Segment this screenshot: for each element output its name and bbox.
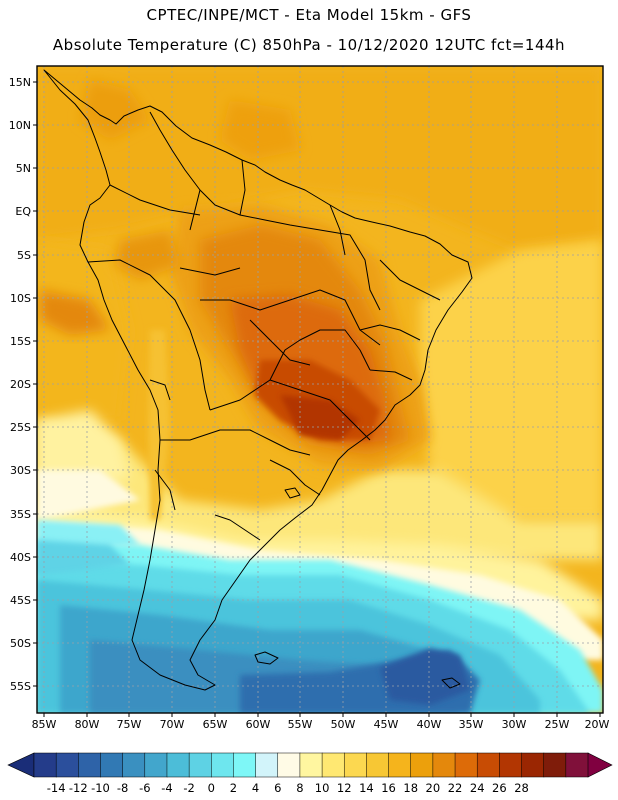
colorbar-label: 8 bbox=[296, 781, 303, 795]
colorbar-label: 22 bbox=[448, 781, 463, 795]
lon-label: 80W bbox=[75, 718, 100, 731]
colorbar-cell bbox=[100, 752, 124, 778]
chart-subtitle: Absolute Temperature (C) 850hPa - 10/12/… bbox=[52, 36, 566, 54]
colorbar-cell bbox=[277, 752, 301, 778]
colorbar-label: -4 bbox=[161, 781, 172, 795]
colorbar-label: -6 bbox=[139, 781, 150, 795]
colorbar-cell bbox=[543, 752, 567, 778]
lat-label: EQ bbox=[15, 205, 31, 218]
colorbar-label: 28 bbox=[514, 781, 529, 795]
colorbar-cell bbox=[454, 752, 478, 778]
colorbar-label: 18 bbox=[403, 781, 418, 795]
colorbar-cell bbox=[432, 752, 456, 778]
colorbar-label: 10 bbox=[315, 781, 330, 795]
colorbar-cell bbox=[521, 752, 545, 778]
colorbar-cell bbox=[55, 752, 79, 778]
colorbar-cell bbox=[33, 752, 57, 778]
graticule bbox=[37, 66, 603, 713]
lon-label: 65W bbox=[203, 718, 228, 731]
colorbar-cell bbox=[188, 752, 212, 778]
colorbar-label: 2 bbox=[230, 781, 237, 795]
colorbar-low-arrow bbox=[7, 752, 35, 778]
colorbar-cell bbox=[321, 752, 345, 778]
lat-label: 30S bbox=[10, 464, 31, 477]
colorbar-labels: -14 -12 -10 -8 -6 -4 -2 0 2 4 6 8 10 12 14 16 18 20 22 24 26… bbox=[47, 781, 529, 795]
colorbar-label: 26 bbox=[492, 781, 507, 795]
colorbar-cell bbox=[78, 752, 102, 778]
colorbar-cell bbox=[476, 752, 500, 778]
colorbar-cell bbox=[211, 752, 234, 778]
lon-label: 25W bbox=[545, 718, 570, 731]
colorbar-cell bbox=[565, 752, 589, 778]
lon-label: 45W bbox=[374, 718, 399, 731]
axis-ticks bbox=[33, 81, 601, 717]
colorbar-label: 4 bbox=[252, 781, 259, 795]
lon-label: 20W bbox=[585, 718, 610, 731]
lon-label: 75W bbox=[117, 718, 142, 731]
colorbar-label: 12 bbox=[337, 781, 352, 795]
colorbar-cells bbox=[7, 752, 613, 778]
lat-label: 5N bbox=[16, 162, 31, 175]
lat-label: 10S bbox=[10, 292, 31, 305]
lat-label: 40S bbox=[10, 551, 31, 564]
lat-label: 50S bbox=[10, 637, 31, 650]
lat-label: 35S bbox=[10, 508, 31, 521]
temperature-field bbox=[37, 66, 603, 713]
lon-label: 35W bbox=[459, 718, 484, 731]
colorbar-cell bbox=[255, 752, 279, 778]
colorbar-cell bbox=[343, 752, 367, 778]
colorbar: -14 -12 -10 -8 -6 -4 -2 0 2 4 6 8 10 12 14 16 18 20 22 24 26… bbox=[7, 752, 613, 795]
lon-label: 50W bbox=[331, 718, 356, 731]
colorbar-label: -2 bbox=[183, 781, 194, 795]
colorbar-cell bbox=[388, 752, 412, 778]
colorbar-cell bbox=[122, 752, 146, 778]
colorbar-cell bbox=[233, 752, 257, 778]
lat-label: 15S bbox=[10, 335, 31, 348]
lon-label: 70W bbox=[160, 718, 185, 731]
lat-label: 15N bbox=[9, 76, 31, 89]
colorbar-high-arrow bbox=[587, 752, 613, 778]
colorbar-cell bbox=[410, 752, 434, 778]
colorbar-cell bbox=[144, 752, 168, 778]
colorbar-cell bbox=[166, 752, 190, 778]
lon-label: 60W bbox=[246, 718, 271, 731]
lat-label: 45S bbox=[10, 594, 31, 607]
lon-label: 85W bbox=[32, 718, 57, 731]
colorbar-label: -8 bbox=[117, 781, 128, 795]
lon-label: 40W bbox=[417, 718, 442, 731]
lat-label: 10N bbox=[9, 119, 31, 132]
colorbar-cell bbox=[299, 752, 323, 778]
colorbar-label: -12 bbox=[69, 781, 88, 795]
lat-label: 55S bbox=[10, 680, 31, 693]
colorbar-cell bbox=[366, 752, 390, 778]
colorbar-label: 20 bbox=[426, 781, 441, 795]
lat-label: 20S bbox=[10, 378, 31, 391]
colorbar-label: 14 bbox=[359, 781, 374, 795]
chart-title: CPTEC/INPE/MCT - Eta Model 15km - GFS bbox=[146, 6, 472, 24]
colorbar-label: 16 bbox=[381, 781, 396, 795]
colorbar-cell bbox=[499, 752, 523, 778]
colorbar-label: 6 bbox=[274, 781, 281, 795]
plot-frame bbox=[36, 65, 604, 714]
lat-label: 25S bbox=[10, 421, 31, 434]
lat-label: 5S bbox=[17, 249, 31, 262]
coastlines bbox=[43, 69, 473, 691]
colorbar-label: -10 bbox=[91, 781, 110, 795]
colorbar-label: 24 bbox=[470, 781, 485, 795]
colorbar-label: 0 bbox=[208, 781, 215, 795]
colorbar-label: -14 bbox=[47, 781, 66, 795]
lon-label: 30W bbox=[502, 718, 527, 731]
lon-label: 55W bbox=[288, 718, 313, 731]
